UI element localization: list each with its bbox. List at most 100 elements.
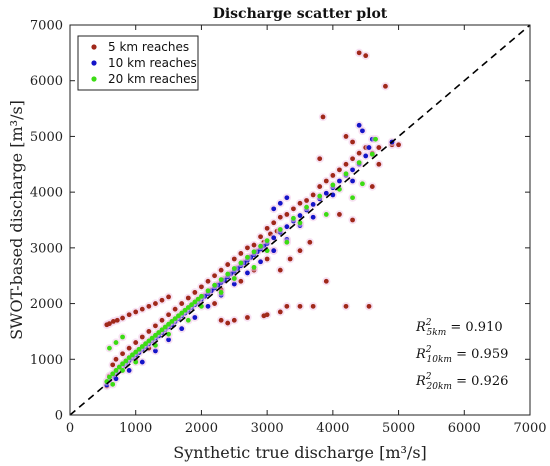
data-point [284,195,290,201]
data-point [162,324,168,330]
data-point [369,184,375,189]
data-point [337,178,342,184]
identity-line [69,24,531,416]
data-point [264,225,270,231]
y-tick-label: 7000 [30,19,63,34]
data-point [218,290,224,295]
data-point [356,150,362,156]
y-tick-label: 6000 [30,74,63,89]
data-point [304,198,309,203]
data-point [146,338,152,344]
data-point [195,296,201,302]
data-point [310,192,316,198]
data-point [297,220,303,226]
data-point [172,306,178,312]
data-point [317,156,323,162]
data-point [284,212,290,217]
data-point [110,362,116,368]
x-tick-label: 3000 [251,421,284,436]
data-point [258,243,263,249]
data-point [350,195,355,201]
data-point [120,334,125,340]
legend-marker [91,60,97,66]
data-point [176,313,181,319]
y-tick-label: 3000 [30,241,63,256]
data-point [225,271,231,277]
data-point [231,317,237,323]
data-point [146,303,152,309]
data-point [199,293,204,299]
data-point [166,331,171,337]
data-point [251,264,257,270]
data-point [192,290,198,295]
data-point [310,202,316,207]
data-point [231,256,237,262]
data-point [238,251,244,256]
data-point [343,134,349,139]
data-point [350,167,355,173]
data-point [323,212,329,217]
r-squared-label: R2 10km = 0.959 [415,345,508,365]
data-point [366,303,372,309]
data-point [330,173,336,178]
data-point [271,220,277,226]
y-tick-label: 4000 [30,186,63,201]
data-point [185,295,191,301]
data-point [297,248,303,254]
data-point [277,200,283,206]
data-point [159,317,165,323]
data-point [343,171,349,177]
data-point [149,335,155,341]
x-tick-label: 0 [66,421,74,436]
r-squared-label: R2 5km = 0.910 [415,318,503,338]
data-point [297,303,303,309]
data-point [153,301,158,306]
data-point [218,277,224,283]
data-point [107,345,112,351]
data-point [143,341,148,347]
data-point [126,355,132,361]
data-point [212,301,217,306]
data-point [192,315,198,320]
legend-marker [91,76,97,82]
x-axis-title: Synthetic true discharge [m³/s] [173,443,427,462]
data-point [212,282,217,288]
data-point [114,317,120,323]
data-point [159,327,165,333]
data-point [153,348,158,354]
data-point [323,278,329,284]
data-point [169,319,175,324]
data-point [307,239,313,245]
data-point [110,371,116,377]
data-point [323,190,329,196]
data-point [139,334,145,340]
data-point [156,330,162,335]
x-tick-label: 5000 [382,421,415,436]
y-tick-label: 0 [55,409,63,424]
data-point [218,317,224,323]
data-point [136,346,142,352]
data-point [172,316,178,322]
data-point [231,276,237,281]
data-point [284,239,290,245]
data-point [159,297,165,303]
data-point [205,278,211,284]
data-point [363,153,369,159]
data-point [179,326,185,332]
data-point [238,260,244,266]
data-point [310,303,316,309]
data-point [245,254,250,260]
data-point [120,351,125,357]
data-point [297,200,303,206]
data-point [107,374,112,380]
data-point [113,376,119,382]
data-point [287,256,293,262]
data-point [277,309,283,315]
data-point [356,122,362,128]
data-point [153,332,158,338]
data-point [113,340,119,345]
data-point [205,288,211,294]
data-point [166,294,171,300]
data-point [320,114,326,120]
data-point [133,309,139,315]
